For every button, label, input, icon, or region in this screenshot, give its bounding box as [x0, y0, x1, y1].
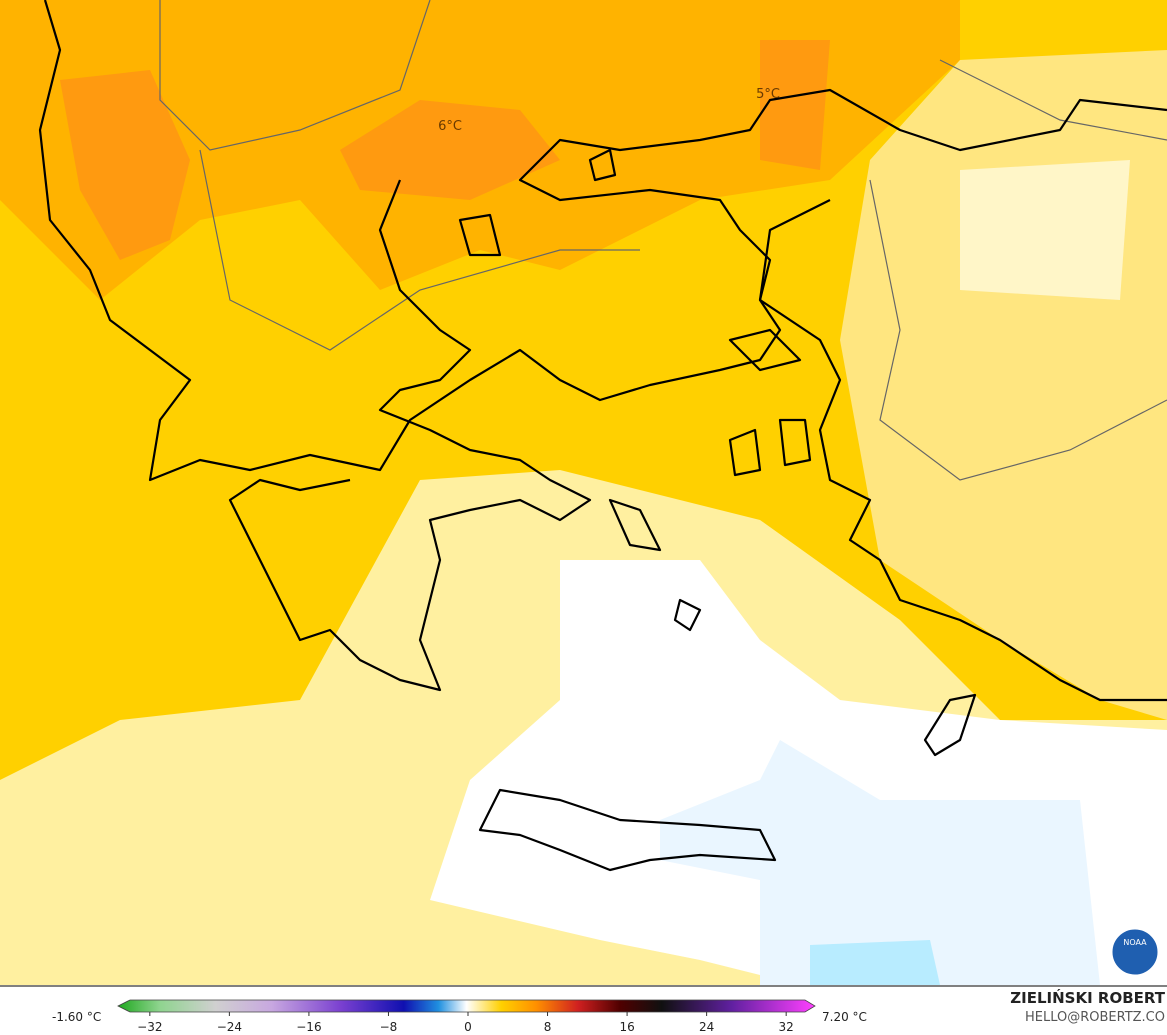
- credit-email: HELLO@ROBERTZ.CO: [1025, 1010, 1165, 1025]
- coast: [758, 199, 1167, 702]
- cold-field: [810, 940, 940, 985]
- pale-field: [960, 160, 1130, 300]
- rhodes: [923, 693, 977, 757]
- cold-field: [660, 740, 1100, 985]
- border: [869, 179, 1167, 481]
- dark-orange: [60, 70, 190, 260]
- contour-label: 6°C: [438, 119, 462, 134]
- colorbar-tick-label: 16: [619, 1020, 634, 1034]
- colorbar: [117, 999, 816, 1013]
- map: 6°C 5°C NOAA: [0, 0, 1167, 985]
- border: [159, 0, 431, 151]
- logo-text: NOAA: [1123, 938, 1147, 947]
- colorbar-tick-label: 32: [779, 1020, 794, 1034]
- colorbar-max: 7.20 °C: [822, 1010, 867, 1024]
- colorbar-tick-label: 0: [464, 1020, 472, 1034]
- border: [939, 59, 1167, 141]
- colorbar-tick-label: −24: [217, 1020, 242, 1034]
- credit-name: ZIELIŃSKI ROBERT: [1010, 988, 1165, 1007]
- colorbar-tick-label: 24: [699, 1020, 714, 1034]
- coastline: [38, 0, 1167, 872]
- logo: NOAA: [1109, 926, 1161, 978]
- borders: [159, 0, 1167, 481]
- crete: [478, 788, 777, 872]
- border: [199, 149, 640, 351]
- colorbar-tick-label: −32: [137, 1020, 162, 1034]
- coast: [38, 0, 1167, 482]
- dark-orange: [760, 40, 830, 170]
- contour-label: 5°C: [756, 87, 780, 102]
- coast: [228, 179, 592, 692]
- logo-circle: [1109, 926, 1161, 978]
- colorbar-tick-label: −16: [296, 1020, 321, 1034]
- islands: [458, 148, 812, 632]
- dark-orange: [340, 100, 560, 200]
- colorbar-min: -1.60 °C: [52, 1010, 101, 1024]
- colorbar-tick-label: 8: [544, 1020, 552, 1034]
- colorbar-tick-label: −8: [380, 1020, 398, 1034]
